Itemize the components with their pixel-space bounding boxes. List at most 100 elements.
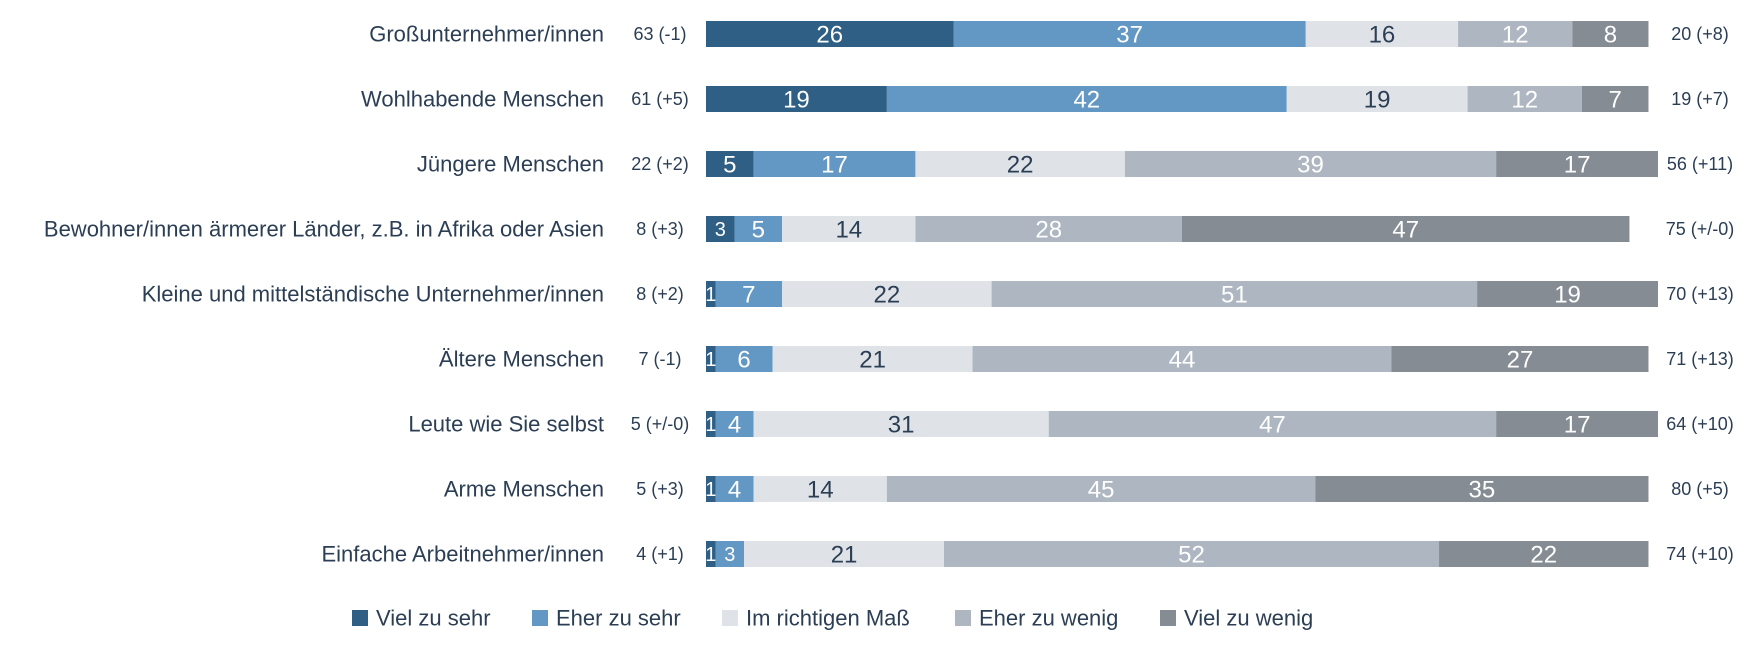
legend-label: Viel zu wenig (1184, 606, 1313, 631)
bar-value-label: 5 (752, 217, 765, 244)
bar-segment (991, 281, 1478, 307)
bar-value-label: 44 (1169, 347, 1196, 374)
right-total-label: 56 (+11) (1667, 154, 1733, 174)
bar-segment (1581, 86, 1649, 112)
bar-value-label: 1 (705, 414, 716, 436)
left-total-label: 22 (+2) (631, 154, 689, 174)
right-total-label: 70 (+13) (1666, 284, 1734, 304)
bar-segment (1496, 411, 1658, 437)
bar-segment (734, 216, 783, 242)
legend-label: Eher zu sehr (556, 606, 681, 631)
left-total-label: 7 (-1) (638, 349, 681, 369)
bar-value-label: 4 (728, 477, 741, 504)
legend-swatch (532, 610, 548, 626)
category-label: Ältere Menschen (439, 347, 604, 372)
left-total-label: 63 (-1) (633, 24, 686, 44)
bar-segment (706, 411, 716, 437)
bar-value-label: 21 (831, 542, 858, 569)
bar-segment (1286, 86, 1468, 112)
bar-value-label: 12 (1511, 87, 1538, 114)
bar-segment (953, 21, 1306, 47)
bar-segment (1496, 151, 1658, 177)
left-total-label: 5 (+/-0) (631, 414, 690, 434)
bar-segment (1182, 216, 1630, 242)
bar-segment (706, 21, 954, 47)
left-total-label: 61 (+5) (631, 89, 689, 109)
left-total-label: 5 (+3) (636, 479, 684, 499)
bar-value-label: 14 (807, 477, 834, 504)
category-label: Wohlhabende Menschen (361, 87, 604, 112)
bar-segment (1572, 21, 1649, 47)
bar-segment (1391, 346, 1649, 372)
bar-value-label: 16 (1369, 22, 1396, 49)
bar-value-label: 17 (1564, 412, 1591, 439)
bar-segment (706, 281, 716, 307)
legend-swatch (955, 610, 971, 626)
bar-value-label: 5 (723, 152, 736, 179)
right-total-label: 75 (+/-0) (1666, 219, 1735, 239)
category-label: Kleine und mittelständische Unternehmer/… (142, 282, 604, 307)
bar-segment (1305, 21, 1459, 47)
right-total-label: 74 (+10) (1666, 544, 1734, 564)
bar-segment (886, 476, 1316, 502)
bar-value-label: 19 (1554, 282, 1581, 309)
left-total-label: 8 (+2) (636, 284, 684, 304)
bar-segment (715, 541, 745, 567)
bar-segment (1048, 411, 1497, 437)
bar-value-label: 6 (737, 347, 750, 374)
bar-segment (1467, 86, 1582, 112)
bar-value-label: 52 (1178, 542, 1205, 569)
legend-swatch (1160, 610, 1176, 626)
bar-value-label: 7 (742, 282, 755, 309)
legend-swatch (352, 610, 368, 626)
bar-segment (944, 541, 1440, 567)
bar-segment (782, 281, 992, 307)
bar-value-label: 22 (1007, 152, 1034, 179)
bar-value-label: 3 (715, 219, 726, 241)
bar-value-label: 14 (835, 217, 862, 244)
bar-segment (1439, 541, 1649, 567)
bar-value-label: 22 (874, 282, 901, 309)
bar-value-label: 3 (724, 544, 735, 566)
bar-value-label: 12 (1502, 22, 1529, 49)
bar-segment (715, 411, 754, 437)
bar-value-label: 1 (705, 284, 716, 306)
category-label: Jüngere Menschen (417, 152, 604, 177)
legend-swatch (722, 610, 738, 626)
bar-value-label: 42 (1073, 87, 1100, 114)
bar-segment (715, 281, 783, 307)
bar-value-label: 22 (1530, 542, 1557, 569)
bar-value-label: 8 (1604, 22, 1617, 49)
legend-label: Im richtigen Maß (746, 606, 910, 631)
category-label: Leute wie Sie selbst (408, 412, 604, 437)
bar-segment (915, 216, 1182, 242)
right-total-label: 19 (+7) (1671, 89, 1729, 109)
bar-segment (753, 476, 887, 502)
category-label: Einfache Arbeitnehmer/innen (321, 542, 604, 567)
bar-value-label: 51 (1221, 282, 1248, 309)
category-label: Großunternehmer/innen (369, 22, 604, 47)
right-total-label: 64 (+10) (1666, 414, 1734, 434)
bar-value-label: 21 (859, 347, 886, 374)
bar-value-label: 1 (705, 544, 716, 566)
bar-value-label: 1 (705, 479, 716, 501)
bar-segment (706, 346, 716, 372)
bar-value-label: 19 (1364, 87, 1391, 114)
bar-segment (753, 151, 916, 177)
bar-value-label: 27 (1507, 347, 1534, 374)
bar-value-label: 1 (705, 349, 716, 371)
bar-value-label: 17 (1564, 152, 1591, 179)
bar-value-label: 19 (783, 87, 810, 114)
left-total-label: 8 (+3) (636, 219, 684, 239)
bar-segment (886, 86, 1287, 112)
category-label: Arme Menschen (444, 477, 604, 502)
bar-segment (744, 541, 944, 567)
bar-segment (715, 476, 754, 502)
bar-value-label: 4 (728, 412, 741, 439)
legend-label: Eher zu wenig (979, 606, 1118, 631)
legend-label: Viel zu sehr (376, 606, 491, 631)
bar-segment (972, 346, 1392, 372)
bar-value-label: 17 (821, 152, 848, 179)
